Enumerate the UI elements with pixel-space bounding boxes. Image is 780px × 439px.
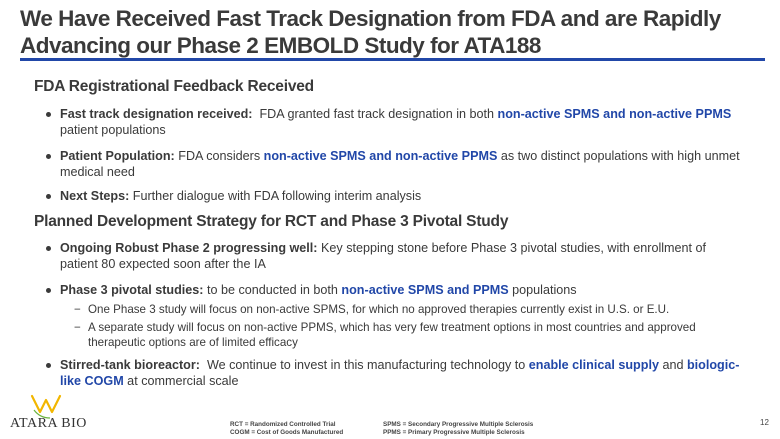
highlight-text: non-active SPMS and PPMS bbox=[341, 283, 509, 297]
bullet-lead: Ongoing Robust Phase 2 progressing well: bbox=[60, 241, 318, 255]
bullet-text: We continue to invest in this manufactur… bbox=[199, 358, 529, 372]
highlight-text: enable clinical supply bbox=[528, 358, 659, 372]
bullet: Ongoing Robust Phase 2 progressing well:… bbox=[46, 240, 740, 272]
highlight-text: biologic-like COGM bbox=[60, 358, 740, 388]
abbr-cogm: COGM = Cost of Goods Manufactured bbox=[230, 429, 344, 436]
bullet-lead: Patient Population: bbox=[60, 149, 175, 163]
bullet: Stirred-tank bioreactor: We continue to … bbox=[46, 357, 740, 389]
bullet: Phase 3 pivotal studies: to be conducted… bbox=[46, 282, 740, 298]
title-divider bbox=[20, 58, 765, 61]
page-number: 12 bbox=[760, 418, 769, 427]
bullet-text: and bbox=[658, 358, 687, 372]
bullet: Fast track designation received: FDA gra… bbox=[46, 106, 740, 138]
slide-title: We Have Received Fast Track Designation … bbox=[20, 6, 721, 58]
bullet: Next Steps: Further dialogue with FDA fo… bbox=[46, 188, 740, 204]
bullet-lead: Fast track designation received: bbox=[60, 107, 253, 121]
bullet-text: Further dialogue with FDA following inte… bbox=[129, 189, 422, 203]
highlight-text: non-active SPMS and non-active PPMS bbox=[263, 149, 498, 163]
bullet-text: FDA granted fast track designation in bo… bbox=[252, 107, 498, 121]
bullet-text: patient populations bbox=[60, 107, 735, 137]
bullet-text: as two distinct populations with high un… bbox=[60, 149, 744, 179]
section-heading-fda: FDA Registrational Feedback Received bbox=[34, 78, 314, 95]
bullet-text: FDA considers bbox=[174, 149, 264, 163]
bullet-text: at commercial scale bbox=[123, 374, 239, 388]
section-heading-strategy: Planned Development Strategy for RCT and… bbox=[34, 213, 509, 230]
bullet-lead: Phase 3 pivotal studies: bbox=[60, 283, 204, 297]
logo-text: ATARA BIO bbox=[10, 416, 87, 431]
abbreviations-right: SPMS = Secondary Progressive Multiple Sc… bbox=[383, 421, 533, 437]
atara-logo-icon bbox=[30, 394, 62, 419]
abbr-rct: RCT = Randomized Controlled Trial bbox=[230, 421, 336, 428]
abbr-spms: SPMS = Secondary Progressive Multiple Sc… bbox=[383, 421, 534, 428]
bullet-lead: Stirred-tank bioreactor: bbox=[60, 358, 200, 372]
bullet-text: Key stepping stone before Phase 3 pivota… bbox=[60, 241, 710, 271]
highlight-text: non-active SPMS and non-active PPMS bbox=[497, 107, 732, 121]
abbr-ppms: PPMS = Primary Progressive Multiple Scle… bbox=[383, 429, 525, 436]
sub-bullet: A separate study will focus on non-activ… bbox=[74, 320, 748, 350]
bullet-text: populations bbox=[508, 283, 577, 297]
bullet: Patient Population: FDA considers non-ac… bbox=[46, 148, 744, 180]
bullet-text: to be conducted in both bbox=[203, 283, 342, 297]
abbreviations-left: RCT = Randomized Controlled Trial COGM =… bbox=[230, 421, 343, 437]
bullet-lead: Next Steps: bbox=[60, 189, 130, 203]
sub-bullet: One Phase 3 study will focus on non-acti… bbox=[74, 302, 748, 317]
